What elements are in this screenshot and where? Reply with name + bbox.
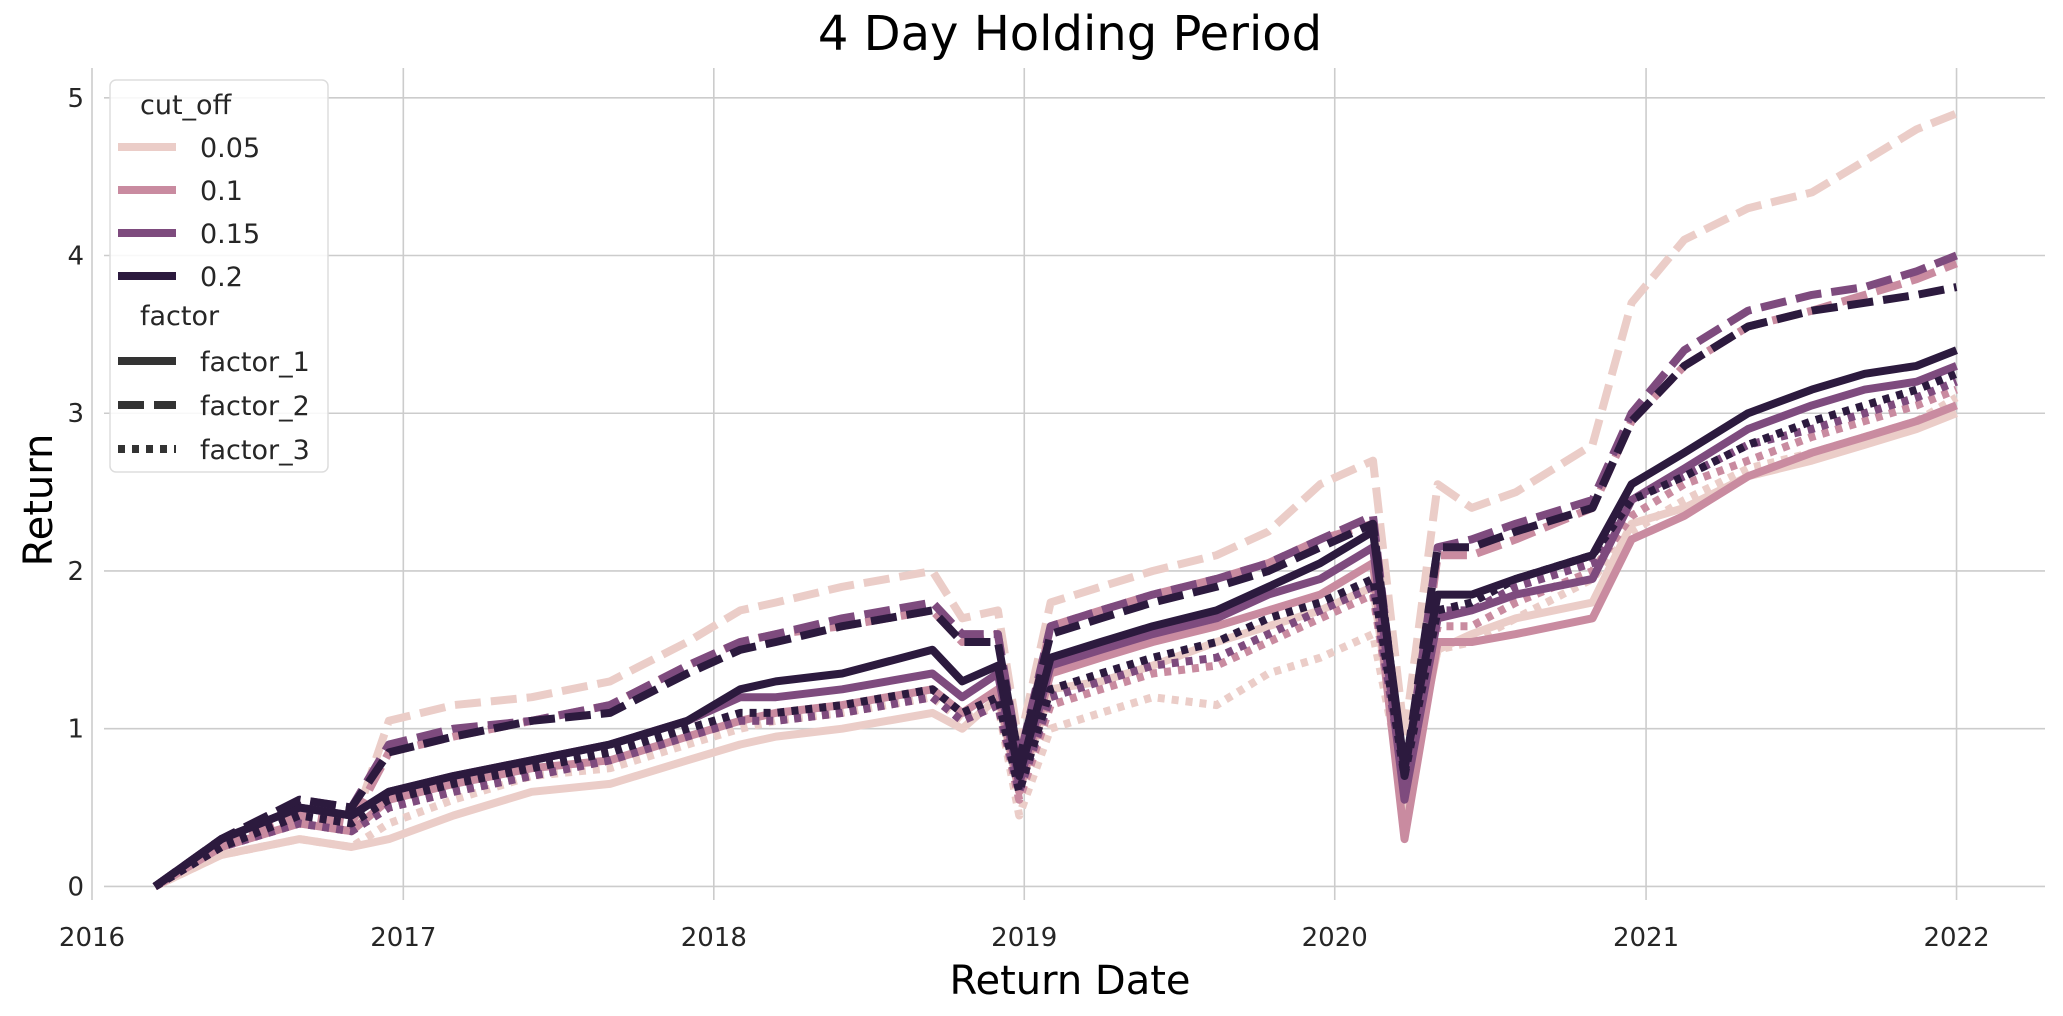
x-tick-label: 2016	[59, 923, 125, 953]
series-line-0.05-factor_1	[153, 409, 1958, 891]
series-line-0.2-factor_1	[152, 346, 1958, 890]
x-tick-label: 2018	[681, 923, 747, 953]
x-tick-label: 2020	[1302, 923, 1368, 953]
series-line-0.1-factor_3	[152, 385, 1958, 890]
y-tick-label: 0	[67, 872, 84, 902]
series-line-0.2-factor_3	[152, 370, 1958, 890]
y-tick-label: 2	[67, 557, 84, 587]
legend-label: factor_1	[200, 347, 310, 378]
legend-title-style: factor	[140, 301, 220, 332]
legend-label: factor_3	[200, 435, 310, 466]
y-tick-label: 3	[67, 399, 84, 429]
grid	[91, 68, 2045, 900]
x-tick-label: 2019	[991, 923, 1057, 953]
legend-title-hue: cut_off	[140, 90, 233, 121]
legend-items: cut_off 0.05 0.1 0.15 0.2 factor factor_1facto…	[118, 90, 310, 466]
chart-title: 4 Day Holding Period	[818, 6, 1322, 62]
y-tick-label: 5	[67, 84, 84, 114]
x-tick-label: 2017	[370, 923, 436, 953]
legend-label: factor_2	[200, 391, 310, 422]
y-axis-title: Return	[16, 434, 62, 567]
series-line-0.05-factor_2	[152, 109, 1958, 890]
x-axis-title: Return Date	[949, 958, 1190, 1004]
legend: cut_off 0.05 0.1 0.15 0.2 factor factor_1facto…	[109, 79, 329, 473]
legend-label: 0.05	[200, 133, 260, 164]
legend-label: 0.1	[200, 176, 243, 207]
y-tick-label: 1	[67, 715, 84, 745]
series-layer	[152, 109, 1959, 891]
y-tick-labels: 0 1 2 3 4 5	[67, 84, 84, 903]
y-tick-label: 4	[67, 242, 84, 272]
x-tick-labels: 2016 2017 2018 2019 2020 2021 2022	[59, 923, 1990, 953]
legend-label: 0.2	[200, 262, 243, 293]
x-tick-label: 2021	[1613, 923, 1679, 953]
x-tick-label: 2022	[1923, 923, 1989, 953]
legend-label: 0.15	[200, 219, 260, 250]
legend-box	[109, 79, 329, 473]
series-line-0.2-factor_2	[152, 283, 1958, 890]
